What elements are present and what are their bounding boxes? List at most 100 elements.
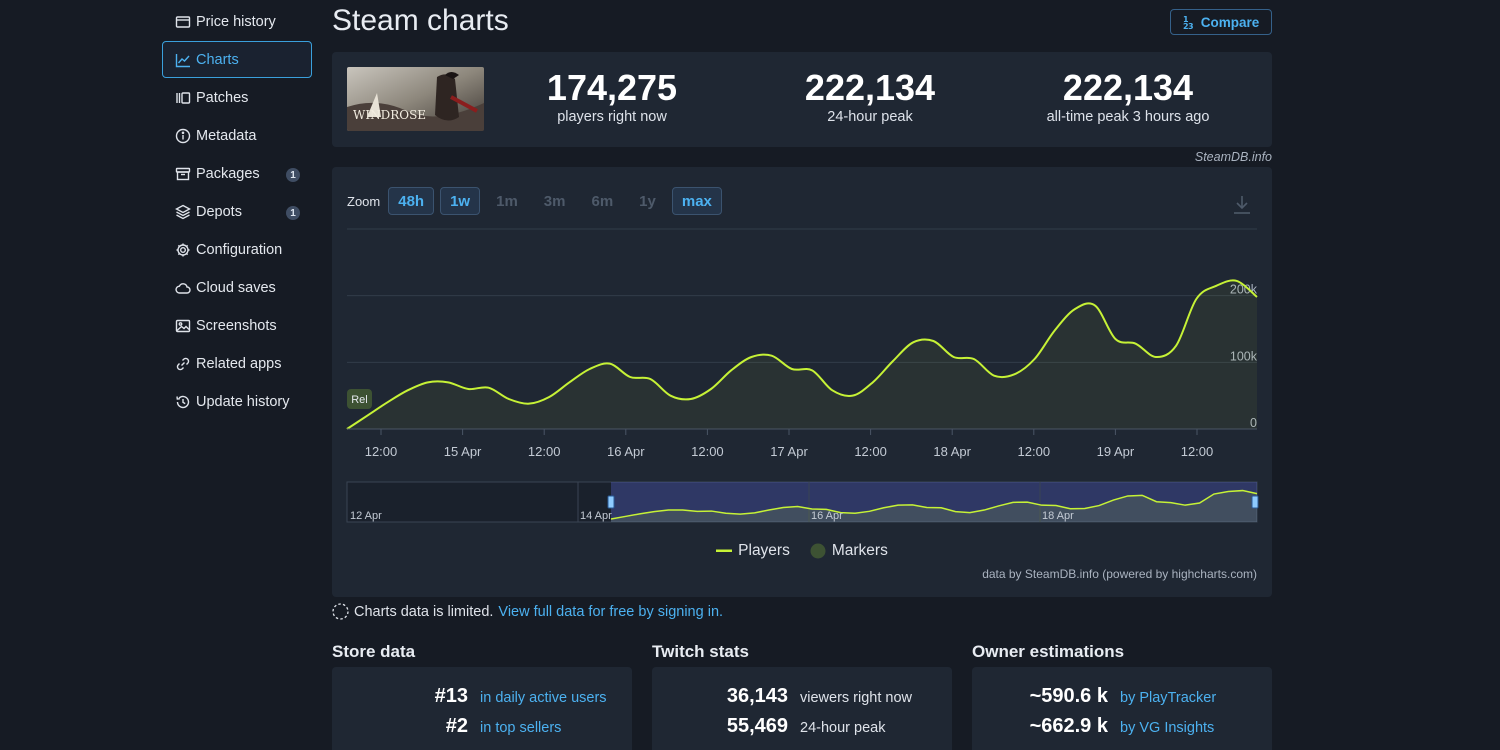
x-tick-label: 12:00 (528, 444, 561, 459)
zoom-3m-button[interactable]: 3m (543, 192, 566, 210)
sidebar-item-update-history[interactable]: Update history (162, 383, 312, 420)
sidebar-item-label: Depots (196, 203, 242, 220)
info-icon (175, 128, 191, 143)
sidebar-item-depots[interactable]: Depots 1 (162, 193, 312, 230)
navigator-line (610, 489, 1258, 520)
gear-icon (176, 243, 190, 256)
owner-playtracker-link[interactable]: by PlayTracker (1120, 690, 1217, 706)
navigator-area (611, 490, 1257, 522)
svg-text:1: 1 (1183, 15, 1189, 24)
navigator-frame (346, 481, 1258, 523)
sidebar-item-label: Screenshots (196, 317, 277, 334)
sidebar-item-price-history[interactable]: Price history (162, 3, 312, 40)
zoom-6m-button[interactable]: 6m (591, 192, 614, 210)
navigator-label: 12 Apr (350, 510, 382, 522)
sidebar-item-charts[interactable]: Charts (162, 41, 312, 78)
sidebar-item-label: Price history (196, 13, 276, 30)
sidebar-item-label: Charts (196, 51, 239, 68)
sidebar-item-label: Configuration (196, 241, 283, 258)
x-tick-label: 19 Apr (1097, 444, 1135, 459)
release-marker (347, 389, 372, 409)
store-dau-rank: #13 (434, 685, 468, 707)
sidebar-item-configuration[interactable]: Configuration (162, 231, 312, 268)
limited-text: Charts data is limited. (354, 603, 494, 620)
release-marker-label: Rel (351, 394, 368, 406)
sidebar-item-label: Update history (196, 393, 290, 410)
player-stats-panel: WINDROSE 174,275 players right now 222,1… (332, 52, 1272, 147)
sign-in-link[interactable]: View full data for free by signing in. (498, 603, 724, 620)
chart-credit: data by SteamDB.info (powered by highcha… (982, 567, 1257, 581)
sidebar-item-screenshots[interactable]: Screenshots (162, 307, 312, 344)
sidebar-item-patches[interactable]: Patches (162, 79, 312, 116)
compare-label: Compare (1200, 14, 1260, 30)
zoom-1y-button[interactable]: 1y (639, 192, 656, 210)
zoom-1w-button[interactable]: 1w (440, 187, 481, 215)
owner-estimations-title: Owner estimations (972, 642, 1125, 661)
store-topsellers-rank: #2 (445, 715, 468, 737)
y-tick-label: 200k (1230, 283, 1258, 297)
legend-markers-label: Markers (831, 542, 888, 559)
x-tick-label: 12:00 (854, 444, 887, 459)
chart-legend: Players Markers (332, 542, 1272, 560)
svg-text:3: 3 (1188, 22, 1194, 30)
peak-all-time-stat: 222,134 all-time peak 3 hours ago (1032, 67, 1224, 126)
game-artwork: WINDROSE (347, 67, 484, 131)
current-players-value: 174,275 (546, 67, 678, 108)
sidebar-item-metadata[interactable]: Metadata (162, 117, 312, 154)
sidebar-item-label: Patches (196, 89, 249, 106)
twitch-viewers-label: viewers right now (800, 690, 913, 706)
current-players-label: players right now (557, 109, 667, 125)
layers-icon (175, 204, 191, 219)
twitch-row-peak: 55,469 24-hour peak (652, 715, 886, 738)
peak-24h-label: 24-hour peak (827, 109, 913, 125)
zoom-controls: Zoom 48h 1w 1m 3m 6m 1y max (347, 187, 722, 215)
store-dau-link[interactable]: in daily active users (480, 690, 607, 706)
store-row-dau: #13 in daily active users (332, 685, 607, 708)
navigator-label: 16 Apr (811, 510, 843, 522)
chart-panel: Zoom 48h 1w 1m 3m 6m 1y max 0 100k 200k 12:… (332, 167, 1272, 597)
game-thumbnail[interactable]: WINDROSE (347, 67, 484, 131)
package-icon (175, 167, 191, 180)
x-tick-label: 12:00 (1181, 444, 1214, 459)
store-data-title: Store data (332, 642, 416, 661)
y-tick-label: 0 (1250, 416, 1257, 430)
peak-24h-stat: 222,134 24-hour peak (780, 68, 960, 126)
x-tick-label: 16 Apr (607, 444, 645, 459)
x-tick-label: 12:00 (1018, 444, 1051, 459)
sidebar-item-label: Related apps (196, 355, 282, 372)
svg-text:2: 2 (1183, 22, 1189, 30)
y-tick-label: 100k (1230, 349, 1258, 363)
sidebar-item-cloud-saves[interactable]: Cloud saves (162, 269, 312, 306)
legend-players-label: Players (738, 542, 790, 559)
twitch-row-viewers: 36,143 viewers right now (652, 685, 912, 708)
navigator-handle-right (1251, 495, 1259, 509)
sidebar-item-label: Metadata (196, 127, 257, 144)
cloud-icon (175, 282, 191, 294)
sidebar-item-label: Packages (196, 165, 260, 182)
store-row-topsellers: #2 in top sellers (332, 715, 562, 738)
owner-vginsights-link[interactable]: by VG Insights (1120, 720, 1215, 736)
page-title: Steam charts (332, 4, 509, 37)
twitch-stats-panel: 36,143 viewers right now 55,469 24-hour … (652, 667, 952, 750)
sidebar-item-related-apps[interactable]: Related apps (162, 345, 312, 382)
zoom-1m-button[interactable]: 1m (496, 192, 518, 210)
x-tick-label: 15 Apr (444, 444, 482, 459)
history-icon (176, 395, 190, 408)
zoom-label: Zoom (347, 193, 381, 209)
download-icon[interactable] (1232, 194, 1252, 216)
zoom-48h-button[interactable]: 48h (388, 187, 435, 215)
legend-markers[interactable]: Markers (810, 542, 888, 560)
player-count-chart[interactable]: 0 100k 200k 12:00 15 Apr 12:00 16 Apr 12:00 17 A… (332, 167, 1272, 537)
twitch-peak-label: 24-hour peak (800, 720, 886, 736)
store-topsellers-link[interactable]: in top sellers (480, 720, 562, 736)
sidebar-item-packages[interactable]: Packages 1 (162, 155, 312, 192)
players-line (346, 279, 1258, 430)
navigator-handle-left (607, 495, 615, 509)
navigator-selection (611, 482, 1257, 522)
peak-all-time-value: 222,134 (1062, 67, 1194, 108)
navigator-label: 18 Apr (1042, 510, 1074, 522)
sidebar-nav: Price history Charts Patches Metadata Pa… (162, 3, 312, 421)
zoom-max-button[interactable]: max (671, 187, 722, 215)
legend-players[interactable]: Players (716, 542, 790, 560)
